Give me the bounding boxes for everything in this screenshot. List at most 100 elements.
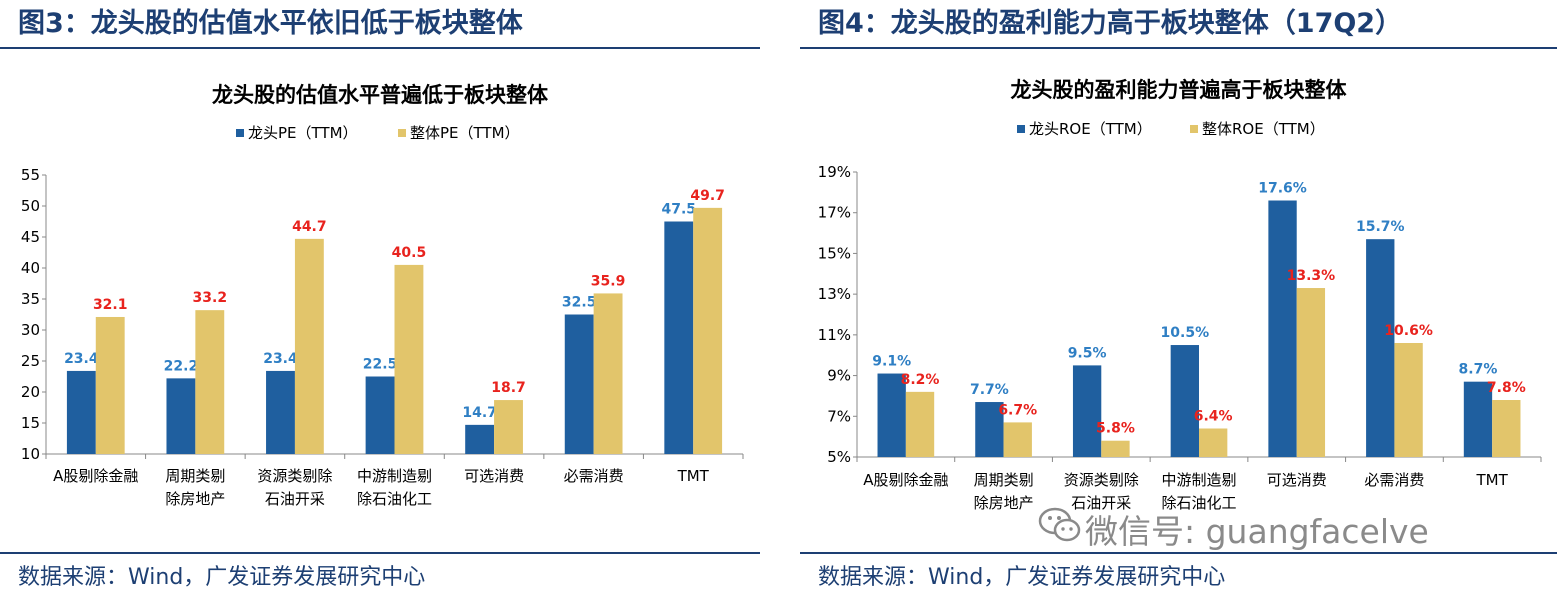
x-category-label: 除石油化工 (1161, 494, 1236, 512)
figure-3-top-rule (0, 47, 760, 49)
y-tick-label: 10 (21, 445, 40, 463)
bar-overall (593, 293, 623, 454)
y-tick-label: 25 (21, 352, 40, 370)
data-label: 32.1 (93, 297, 128, 313)
x-category-label: 资源类剔除 (257, 467, 332, 485)
bar-overall (1101, 440, 1130, 457)
bar-leader (975, 402, 1004, 457)
x-category-label: TMT (677, 467, 710, 485)
bar-overall (494, 400, 523, 454)
figure-4-top-rule (800, 47, 1557, 49)
data-label: 8.2% (901, 372, 940, 388)
bar-leader (877, 373, 906, 457)
x-category-label: 除石油化工 (357, 490, 432, 508)
x-category-label: 周期类剔 (974, 471, 1034, 489)
legend-swatch (1017, 125, 1025, 133)
legend-swatch (1190, 125, 1198, 133)
bar-leader (564, 314, 594, 454)
y-tick-label: 35 (21, 290, 40, 308)
data-label: 7.7% (970, 382, 1009, 398)
figure-3-bottom-rule (0, 552, 760, 554)
bar-leader (1072, 365, 1102, 457)
x-category-label: TMT (1476, 471, 1509, 489)
wechat-icon (1038, 507, 1081, 542)
legend-label: 整体ROE（TTM） (1202, 120, 1325, 138)
data-label: 15.7% (1356, 219, 1405, 235)
y-tick-label: 7% (827, 407, 851, 425)
data-label: 40.5 (392, 245, 427, 261)
x-category-label: 除房地产 (165, 490, 225, 508)
y-tick-label: 5% (827, 448, 851, 466)
data-label: 6.7% (998, 402, 1037, 418)
x-category-label: 资源类剔除 (1064, 471, 1139, 489)
data-label: 23.4 (263, 351, 298, 367)
data-label: 13.3% (1287, 268, 1336, 284)
data-label: 14.7 (462, 405, 497, 421)
data-label: 17.6% (1258, 181, 1307, 197)
data-label: 10.6% (1384, 323, 1433, 339)
legend-swatch (236, 129, 244, 137)
y-tick-label: 11% (818, 326, 851, 344)
legend-swatch (398, 129, 406, 137)
data-label: 35.9 (591, 273, 626, 289)
x-category-label: 必需消费 (1364, 471, 1424, 489)
y-tick-label: 17% (818, 204, 851, 222)
x-category-label: 石油开采 (1071, 494, 1131, 512)
figure-3-panel: 图3：龙头股的估值水平依旧低于板块整体 龙头股的估值水平普遍低于板块整体 龙头PE… (0, 0, 760, 600)
x-category-label: 必需消费 (564, 467, 624, 485)
data-label: 47.5 (662, 202, 697, 218)
x-category-label: 除房地产 (974, 494, 1034, 512)
chart-title: 龙头股的盈利能力普遍高于板块整体 (1011, 78, 1348, 102)
bar-overall (294, 238, 324, 454)
bar-overall (693, 207, 723, 454)
bar-leader (266, 370, 295, 454)
bar-overall (1003, 422, 1032, 457)
data-label: 7.8% (1487, 380, 1526, 396)
figure-4-bottom-rule (800, 552, 1557, 554)
x-category-label: 可选消费 (464, 467, 524, 485)
y-tick-label: 50 (21, 197, 40, 215)
bar-leader (1268, 200, 1297, 457)
figure-4-panel: 图4：龙头股的盈利能力高于板块整体（17Q2） 龙头股的盈利能力普遍高于板块整体… (800, 0, 1557, 600)
chart-title: 龙头股的估值水平普遍低于板块整体 (212, 83, 549, 107)
y-tick-label: 15% (818, 244, 851, 262)
data-label: 18.7 (491, 380, 526, 396)
y-tick-label: 55 (21, 166, 40, 184)
legend-label: 龙头ROE（TTM） (1029, 120, 1152, 138)
bar-leader (1463, 381, 1493, 457)
data-label: 5.8% (1096, 421, 1135, 437)
x-category-label: A股剔除金融 (863, 471, 948, 489)
data-label: 10.5% (1161, 325, 1210, 341)
bar-leader (664, 221, 694, 454)
bar-overall (1394, 343, 1423, 457)
y-tick-label: 20 (21, 383, 40, 401)
x-category-label: 中游制造剔 (1161, 471, 1236, 489)
legend-label: 整体PE（TTM） (410, 124, 520, 142)
y-tick-label: 9% (827, 367, 851, 385)
bar-overall (1492, 400, 1521, 457)
x-category-label: 周期类剔 (165, 467, 225, 485)
legend-label: 龙头PE（TTM） (248, 124, 358, 142)
data-label: 23.4 (64, 351, 99, 367)
y-tick-label: 40 (21, 259, 40, 277)
data-label: 44.7 (292, 219, 327, 235)
bar-leader (1170, 345, 1199, 457)
figure-4-title: 图4：龙头股的盈利能力高于板块整体（17Q2） (818, 8, 1403, 39)
data-label: 22.2 (164, 358, 199, 374)
bar-overall (1296, 288, 1326, 457)
data-label: 8.7% (1459, 362, 1498, 378)
bar-overall (95, 316, 125, 454)
bar-overall (905, 391, 935, 457)
bar-leader (365, 376, 395, 454)
x-category-label: 中游制造剔 (357, 467, 432, 485)
data-label: 22.5 (363, 357, 398, 373)
y-tick-label: 45 (21, 228, 40, 246)
bar-overall (195, 310, 225, 454)
bar-leader (66, 370, 96, 454)
data-label: 49.7 (690, 188, 725, 204)
x-category-label: A股剔除金融 (53, 467, 138, 485)
x-category-label: 石油开采 (265, 490, 325, 508)
figure-3-source: 数据来源：Wind，广发证券发展研究中心 (18, 565, 426, 590)
